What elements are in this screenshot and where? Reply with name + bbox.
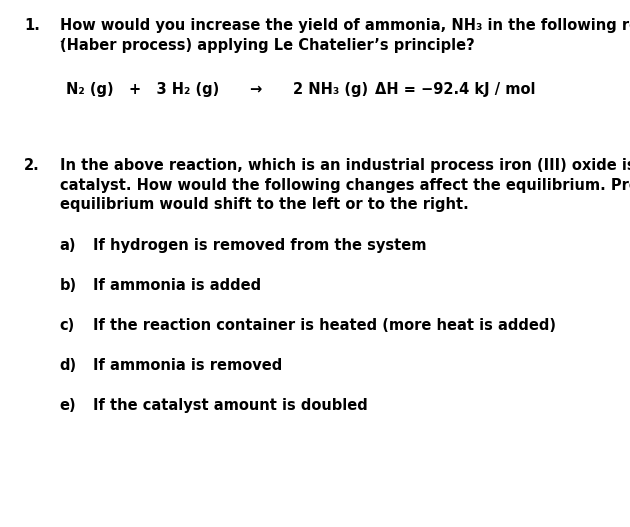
Text: If hydrogen is removed from the system: If hydrogen is removed from the system [93,238,427,253]
Text: How would you increase the yield of ammonia, NH₃ in the following reaction: How would you increase the yield of ammo… [60,18,630,33]
Text: b): b) [60,278,77,293]
Text: In the above reaction, which is an industrial process iron (III) oxide is used a: In the above reaction, which is an indus… [60,158,630,173]
Text: If the catalyst amount is doubled: If the catalyst amount is doubled [93,398,368,413]
Text: equilibrium would shift to the left or to the right.: equilibrium would shift to the left or t… [60,197,469,212]
Text: (Haber process) applying Le Chatelier’s principle?: (Haber process) applying Le Chatelier’s … [60,38,474,53]
Text: a): a) [60,238,76,253]
Text: 1.: 1. [24,18,40,33]
Text: If the reaction container is heated (more heat is added): If the reaction container is heated (mor… [93,318,556,333]
Text: catalyst. How would the following changes affect the equilibrium. Predict if the: catalyst. How would the following change… [60,178,630,192]
Text: c): c) [60,318,75,333]
Text: ΔH = −92.4 kJ / mol: ΔH = −92.4 kJ / mol [375,82,536,96]
Text: 2.: 2. [24,158,40,173]
Text: d): d) [60,358,77,373]
Text: If ammonia is added: If ammonia is added [93,278,261,293]
Text: e): e) [60,398,76,413]
Text: N₂ (g)   +   3 H₂ (g)      →      2 NH₃ (g): N₂ (g) + 3 H₂ (g) → 2 NH₃ (g) [66,82,369,96]
Text: If ammonia is removed: If ammonia is removed [93,358,282,373]
